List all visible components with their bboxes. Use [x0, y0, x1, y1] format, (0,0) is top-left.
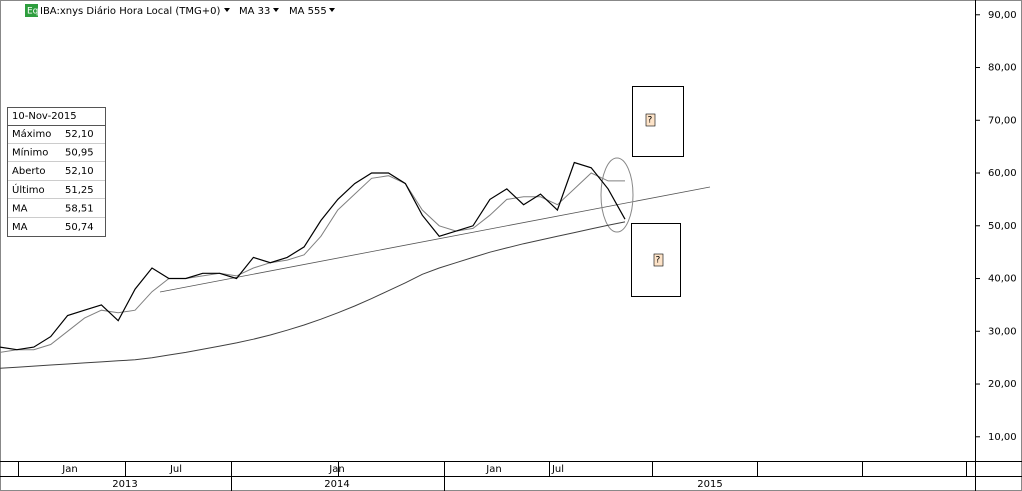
x-axis-separators: [18, 461, 976, 491]
annotation-label: ?: [656, 256, 661, 266]
y-tick-label: 60,00: [988, 168, 1017, 179]
x-year-label: 2013: [112, 479, 137, 490]
x-tick-label: Jan: [328, 464, 344, 475]
info-value: 52,10: [65, 129, 94, 140]
x-tick-label: Jul: [169, 464, 182, 475]
info-label: MA: [12, 203, 28, 214]
y-tick-label: 20,00: [988, 379, 1017, 390]
info-value: 51,25: [65, 185, 94, 196]
info-label: Último: [12, 183, 45, 196]
y-tick-label: 70,00: [988, 115, 1017, 126]
price-line: [0, 161, 626, 351]
y-tick-label: 10,00: [988, 432, 1017, 443]
x-year-label: 2014: [324, 479, 349, 490]
y-tick-label: 90,00: [988, 10, 1017, 21]
y-tick-label: 50,00: [988, 221, 1017, 232]
annotations: ? ?: [159, 86, 711, 297]
symbol-icon[interactable]: [25, 4, 38, 17]
x-tick-label: Jul: [551, 464, 564, 475]
info-value: 50,95: [65, 148, 94, 159]
info-value: 52,10: [65, 166, 94, 177]
legend-entry[interactable]: MA 555: [289, 6, 327, 17]
legend-entry[interactable]: MA 33: [239, 6, 270, 17]
chart-title[interactable]: IBA:xnys Diário Hora Local (TMG+0): [40, 5, 220, 17]
info-label: Máximo: [12, 128, 51, 140]
x-tick-label: Jan: [61, 464, 77, 475]
info-value: 58,51: [65, 203, 94, 214]
info-value: 50,74: [65, 222, 94, 233]
x-tick-label: Jan: [485, 464, 501, 475]
x-year-label: 2015: [697, 479, 722, 490]
symbol-icon-label: Eq: [27, 7, 38, 17]
y-tick-label: 80,00: [988, 63, 1017, 74]
info-label: Mínimo: [12, 147, 48, 159]
info-label: Aberto: [12, 166, 46, 177]
dropdown-arrow[interactable]: [273, 8, 279, 12]
info-date: 10-Nov-2015: [12, 111, 77, 122]
info-box: 10-Nov-2015: [7, 107, 106, 237]
dropdown-arrow[interactable]: [329, 8, 335, 12]
info-label: MA: [12, 222, 28, 233]
y-tick-label: 30,00: [988, 326, 1017, 337]
ma-line: [0, 172, 625, 353]
ma-line: [0, 221, 626, 369]
dropdown-arrow[interactable]: [224, 8, 230, 12]
y-tick-label: 40,00: [988, 274, 1017, 285]
annotation-label: ?: [648, 116, 653, 126]
